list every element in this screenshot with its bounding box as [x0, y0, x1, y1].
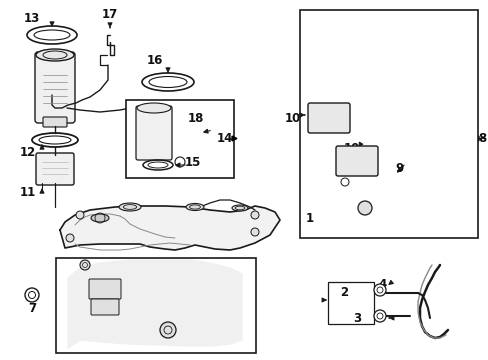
- Circle shape: [340, 178, 348, 186]
- Ellipse shape: [137, 103, 171, 113]
- Bar: [56, 258, 256, 353]
- Text: 3: 3: [352, 311, 360, 324]
- Polygon shape: [60, 206, 280, 250]
- Circle shape: [160, 322, 176, 338]
- Circle shape: [80, 260, 90, 270]
- Bar: [299, 10, 477, 238]
- Text: 15: 15: [184, 157, 201, 170]
- Text: 10: 10: [343, 141, 359, 154]
- Circle shape: [250, 211, 259, 219]
- Circle shape: [25, 288, 39, 302]
- Text: 9: 9: [395, 162, 403, 175]
- Circle shape: [76, 211, 84, 219]
- FancyBboxPatch shape: [36, 153, 74, 185]
- Ellipse shape: [91, 214, 109, 222]
- Text: 7: 7: [28, 302, 36, 315]
- Text: 12: 12: [20, 147, 36, 159]
- Circle shape: [373, 310, 385, 322]
- FancyBboxPatch shape: [91, 299, 119, 315]
- Text: 17: 17: [102, 8, 118, 21]
- Text: 1: 1: [305, 211, 313, 225]
- Text: 5: 5: [99, 274, 107, 287]
- FancyBboxPatch shape: [43, 117, 67, 127]
- Text: 6: 6: [143, 320, 152, 333]
- Text: 11: 11: [20, 186, 36, 199]
- Text: 14: 14: [216, 131, 233, 144]
- Text: 13: 13: [24, 12, 40, 24]
- FancyBboxPatch shape: [89, 279, 121, 299]
- Text: 2: 2: [339, 287, 347, 300]
- Bar: [126, 100, 234, 178]
- Bar: [327, 282, 373, 324]
- Ellipse shape: [231, 205, 247, 211]
- Ellipse shape: [119, 203, 141, 211]
- Text: 4: 4: [378, 279, 386, 292]
- FancyBboxPatch shape: [136, 106, 172, 160]
- Circle shape: [66, 234, 74, 242]
- Circle shape: [250, 228, 259, 236]
- Text: 8: 8: [477, 131, 485, 144]
- FancyBboxPatch shape: [335, 146, 377, 176]
- Circle shape: [373, 284, 385, 296]
- FancyBboxPatch shape: [307, 103, 349, 133]
- Text: 10: 10: [285, 112, 301, 125]
- Text: 16: 16: [146, 54, 163, 67]
- Circle shape: [357, 201, 371, 215]
- Polygon shape: [68, 260, 242, 348]
- FancyBboxPatch shape: [35, 52, 75, 123]
- Text: 18: 18: [187, 112, 204, 125]
- Ellipse shape: [185, 203, 203, 211]
- Ellipse shape: [36, 49, 74, 61]
